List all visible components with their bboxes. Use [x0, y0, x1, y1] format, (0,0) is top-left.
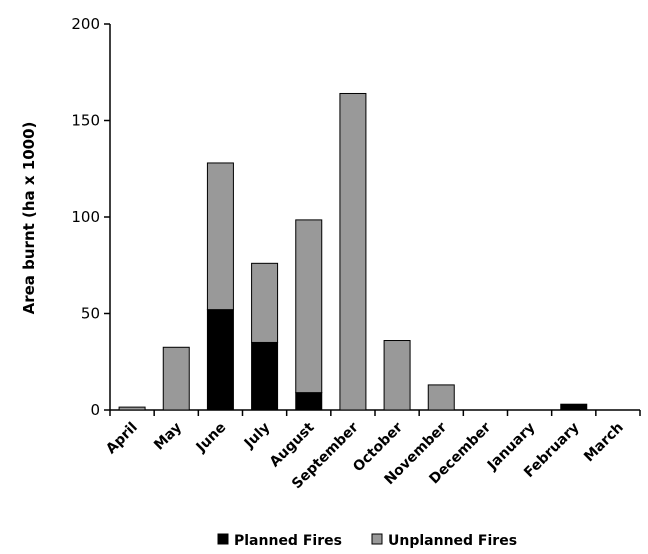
legend-swatch-unplanned-fires	[371, 533, 383, 545]
y-tick-label: 0	[90, 401, 100, 419]
bar-unplanned-fires-august	[295, 219, 323, 394]
x-tick-label-july: July	[241, 420, 274, 453]
bar-unplanned-fires-july	[251, 262, 279, 343]
bar-unplanned-fires-june	[206, 162, 234, 311]
x-tick-label-june: June	[193, 420, 230, 457]
bar-planned-fires-february	[560, 403, 588, 411]
legend-label-planned-fires: Planned Fires	[234, 533, 342, 549]
x-tick-label-march: March	[581, 420, 627, 466]
legend-label-unplanned-fires: Unplanned Fires	[388, 533, 517, 549]
y-tick-label: 150	[71, 112, 100, 130]
legend-swatch-planned-fires	[217, 533, 229, 545]
bar-unplanned-fires-october	[383, 340, 411, 411]
bar-planned-fires-august	[295, 392, 323, 411]
legend: Planned Fires Unplanned Fires	[217, 533, 517, 549]
y-tick-label: 50	[81, 305, 100, 323]
bar-unplanned-fires-april	[118, 406, 146, 411]
bar-planned-fires-july	[251, 341, 279, 411]
bar-unplanned-fires-november	[427, 384, 455, 411]
axes	[104, 23, 641, 416]
x-tick-label-april: April	[103, 420, 141, 458]
y-tick-label: 100	[71, 208, 100, 226]
x-tick-label-may: May	[151, 420, 185, 454]
bar-planned-fires-june	[206, 309, 234, 411]
bar-unplanned-fires-may	[162, 346, 190, 411]
y-tick-label: 200	[71, 15, 100, 33]
bars	[118, 92, 588, 411]
y-axis-label: Area burnt (ha x 1000)	[20, 122, 38, 315]
bar-unplanned-fires-september	[339, 92, 367, 411]
